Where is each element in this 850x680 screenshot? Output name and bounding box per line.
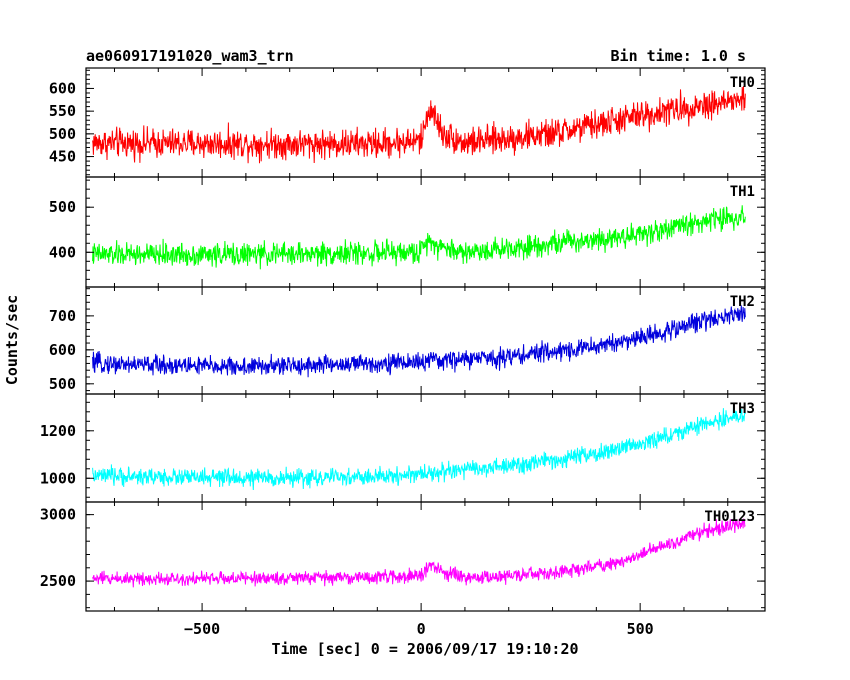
panel-th2: 500 600 700 TH2 <box>49 286 766 395</box>
panel-label-th0123: TH0123 <box>704 509 755 525</box>
y-tick-label: 500 <box>49 125 76 143</box>
x-tick-label: 500 <box>627 620 654 638</box>
y-tick-label: 1200 <box>40 422 76 440</box>
y-tick-label: 3000 <box>40 506 76 524</box>
panel-label-th0: TH0 <box>730 75 755 91</box>
y-tick-label: 1000 <box>40 469 76 487</box>
panel-th1: 400 500 TH1 <box>49 176 766 288</box>
x-tick-label: −500 <box>184 620 220 638</box>
y-tick-label: 500 <box>49 375 76 393</box>
panels-group: 450 500 550 600 TH0 400 500 TH1 500 600 700 TH2 1000… <box>40 67 766 638</box>
series-line-th1 <box>92 205 746 270</box>
series-line-th0123 <box>92 518 746 588</box>
series-line-th3 <box>92 406 746 491</box>
series-line-th0 <box>92 86 746 164</box>
panel-frame <box>85 393 766 503</box>
y-tick-label: 600 <box>49 79 76 97</box>
panel-th0: 450 500 550 600 TH0 <box>49 67 766 178</box>
panel-frame <box>85 286 766 395</box>
panel-label-th1: TH1 <box>730 184 755 200</box>
panel-th0123: 2500 3000 TH0123 <box>40 501 766 612</box>
y-tick-label: 700 <box>49 307 76 325</box>
y-tick-label: 500 <box>49 198 76 216</box>
y-tick-label: 600 <box>49 341 76 359</box>
chart-title: ae060917191020_wam3_trn <box>86 47 294 65</box>
panel-frame <box>85 501 766 612</box>
x-axis-label: Time [sec] 0 = 2006/09/17 19:10:20 <box>271 640 578 658</box>
panel-label-th2: TH2 <box>730 294 755 310</box>
panel-th3: 1000 1200 TH3 <box>40 393 766 503</box>
y-axis-label: Counts/sec <box>3 295 21 385</box>
bin-time-label: Bin time: 1.0 s <box>611 47 746 65</box>
y-tick-label: 450 <box>49 148 76 166</box>
y-tick-label: 400 <box>49 243 76 261</box>
series-line-th2 <box>92 305 746 378</box>
y-tick-label: 550 <box>49 102 76 120</box>
x-tick-label: 0 <box>417 620 426 638</box>
y-tick-label: 2500 <box>40 572 76 590</box>
panel-label-th3: TH3 <box>730 401 755 417</box>
